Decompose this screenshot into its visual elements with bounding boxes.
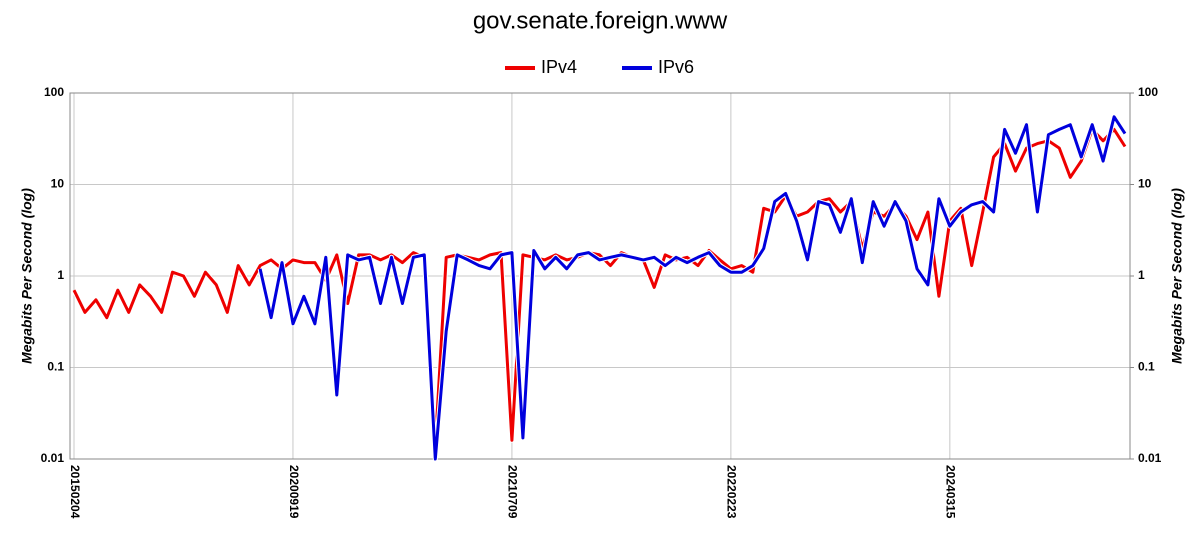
x-tick-label: 20210709 xyxy=(506,465,520,519)
y-tick-label: 1 xyxy=(57,268,64,282)
chart-title: gov.senate.foreign.www xyxy=(473,7,728,34)
y2-axis-label: Megabits Per Second (log) xyxy=(1169,188,1185,364)
y-axis-label: Megabits Per Second (log) xyxy=(19,188,35,364)
x-tick-label: 20220223 xyxy=(725,465,739,519)
y2-tick-label: 10 xyxy=(1138,177,1152,191)
series-line xyxy=(258,115,1127,461)
y2-tick-label: 0.01 xyxy=(1138,451,1162,465)
y2-tick-label: 1 xyxy=(1138,268,1145,282)
x-tick-label: 20150204 xyxy=(68,465,82,519)
y-tick-label: 100 xyxy=(44,85,64,99)
plot-frame xyxy=(69,92,1131,460)
y-tick-label: 0.01 xyxy=(41,451,65,465)
y-tick-label: 10 xyxy=(51,177,65,191)
x-tick-label: 20200919 xyxy=(287,465,301,519)
x-tick-label: 20240315 xyxy=(944,465,958,519)
legend-label: IPv6 xyxy=(658,57,694,77)
legend-label: IPv4 xyxy=(541,57,577,77)
y2-tick-label: 0.1 xyxy=(1138,360,1155,374)
y-tick-label: 0.1 xyxy=(47,360,64,374)
y2-tick-label: 100 xyxy=(1138,85,1158,99)
